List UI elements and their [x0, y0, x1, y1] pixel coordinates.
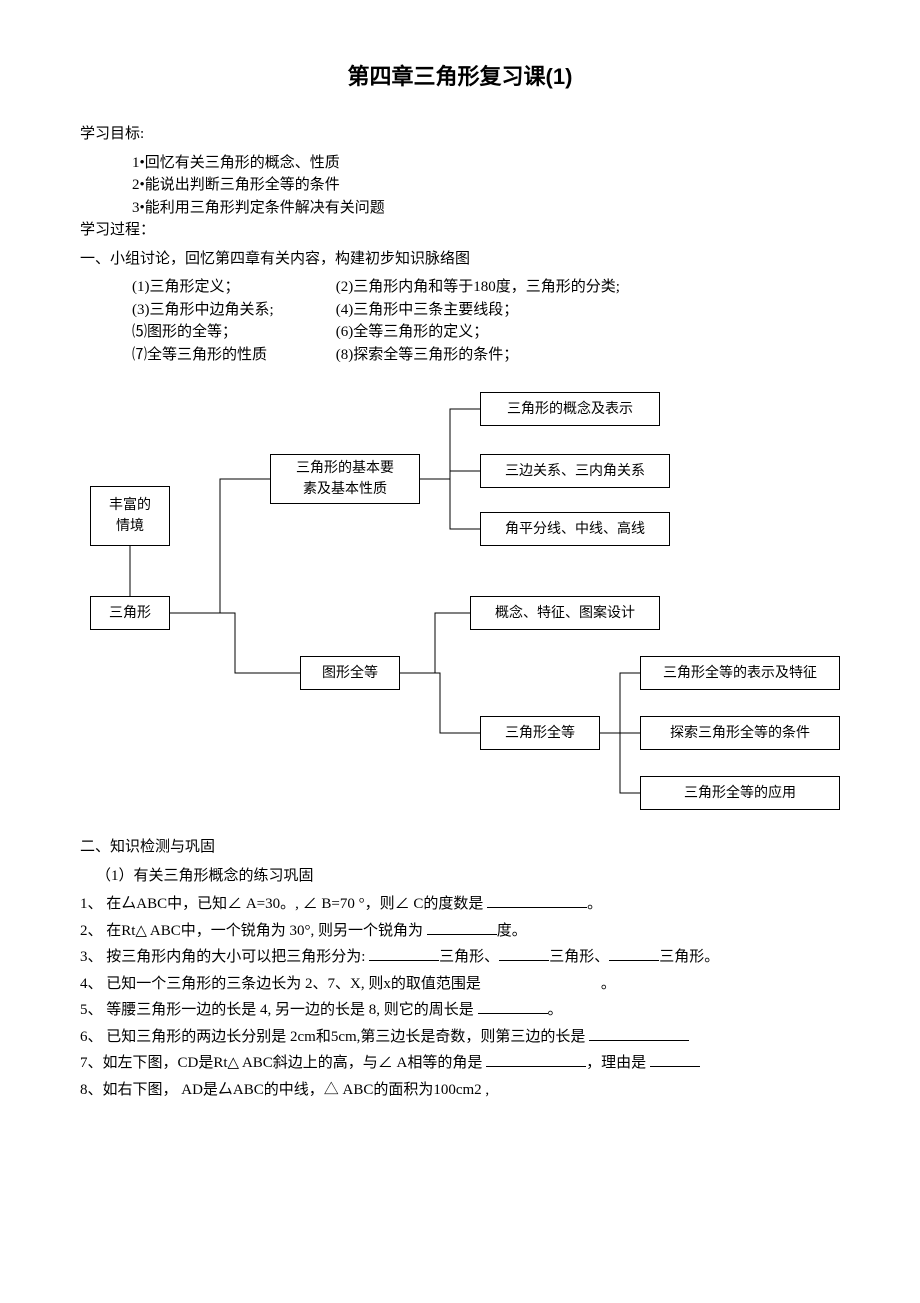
knowledge-diagram: 丰富的 情境三角形 三角形的基本要 素及基本性质图形全等 三角形的概念及表示三边关系… — [80, 386, 840, 826]
q3-blank-1 — [369, 946, 439, 961]
q7-text-a: 7、如左下图，CD是Rt△ ABC斜边上的高，与∠ A相等的角是 — [80, 1055, 486, 1071]
q2-text-a: 2、 在Rt△ ABC中，一个锐角为 30°, 则另一个锐角为 — [80, 923, 427, 939]
diagram-node: 三角形全等的应用 — [640, 776, 840, 810]
process-label: 学习过程： — [80, 219, 840, 242]
q1-blank — [487, 893, 587, 908]
q1-text-a: 1、 在厶ABC中，已知∠ A=30。, ∠ B=70 °，则∠ C的度数是 — [80, 896, 487, 912]
q5-text-a: 5、 等腰三角形一边的长是 4, 另一边的长是 8, 则它的周长是 — [80, 1002, 478, 1018]
q6-text-a: 6、 已知三角形的两边长分别是 2cm和5cm,第三边长是奇数，则第三边的长是 — [80, 1029, 589, 1045]
q7-blank-2 — [650, 1052, 700, 1067]
q3-text-c: 三角形、 — [549, 949, 609, 965]
diagram-node: 丰富的 情境 — [90, 486, 170, 546]
def-row-2: (3)三角形中边角关系; (4)三角形中三条主要线段； — [132, 299, 840, 322]
diagram-node: 三角形的概念及表示 — [480, 392, 660, 426]
q7-blank-1 — [486, 1052, 586, 1067]
page-title: 第四章三角形复习课(1) — [80, 60, 840, 93]
q5-blank — [478, 999, 548, 1014]
def-2b: (4)三角形中三条主要线段； — [336, 302, 519, 318]
section2-sub: （1）有关三角形概念的练习巩固 — [96, 865, 840, 888]
diagram-node: 三角形 — [90, 596, 170, 630]
diagram-node: 三角形全等的表示及特征 — [640, 656, 840, 690]
q4-text-b: 。 — [601, 976, 616, 992]
def-row-1: (1)三角形定义； (2)三角形内角和等于180度，三角形的分类; — [132, 276, 840, 299]
q1-text-b: 。 — [587, 896, 602, 912]
question-5: 5、 等腰三角形一边的长是 4, 另一边的长是 8, 则它的周长是 。 — [80, 999, 840, 1022]
question-6: 6、 已知三角形的两边长分别是 2cm和5cm,第三边长是奇数，则第三边的长是 — [80, 1026, 840, 1049]
q3-text-b: 三角形、 — [439, 949, 499, 965]
question-1: 1、 在厶ABC中，已知∠ A=30。, ∠ B=70 °，则∠ C的度数是 。 — [80, 893, 840, 916]
objective-1: 1•回忆有关三角形的概念、性质 — [132, 152, 840, 175]
def-2a: (3)三角形中边角关系; — [132, 299, 332, 322]
q5-text-b: 。 — [548, 1002, 563, 1018]
objective-2: 2•能说出判断三角形全等的条件 — [132, 174, 840, 197]
question-8: 8、如右下图， AD是厶ABC的中线，△ ABC的面积为100cm2 , — [80, 1079, 840, 1102]
diagram-node: 图形全等 — [300, 656, 400, 690]
def-1b: (2)三角形内角和等于180度，三角形的分类; — [336, 279, 620, 295]
q7-text-b: ，理由是 — [586, 1055, 650, 1071]
process-intro: 一、小组讨论，回忆第四章有关内容，构建初步知识脉络图 — [80, 248, 840, 271]
question-3: 3、 按三角形内角的大小可以把三角形分为: 三角形、 三角形、 三角形。 — [80, 946, 840, 969]
section2-label: 二、知识检测与巩固 — [80, 836, 840, 859]
diagram-node: 角平分线、中线、高线 — [480, 512, 670, 546]
diagram-node: 三边关系、三内角关系 — [480, 454, 670, 488]
def-1a: (1)三角形定义； — [132, 276, 332, 299]
def-row-4: ⑺全等三角形的性质 (8)探索全等三角形的条件； — [132, 344, 840, 367]
q2-text-b: 度。 — [497, 923, 527, 939]
diagram-node: 三角形全等 — [480, 716, 600, 750]
q3-blank-3 — [609, 946, 659, 961]
q4-text-a: 4、 已知一个三角形的三条边长为 2、7、X, 则x的取值范围是 — [80, 976, 481, 992]
def-4b: (8)探索全等三角形的条件； — [336, 347, 519, 363]
q3-blank-2 — [499, 946, 549, 961]
q3-text-a: 3、 按三角形内角的大小可以把三角形分为: — [80, 949, 369, 965]
diagram-node: 探索三角形全等的条件 — [640, 716, 840, 750]
diagram-lines — [80, 386, 840, 826]
objectives-label: 学习目标: — [80, 123, 840, 146]
q8-text: 8、如右下图， AD是厶ABC的中线，△ ABC的面积为100cm2 , — [80, 1082, 489, 1098]
objective-3: 3•能利用三角形判定条件解决有关问题 — [132, 197, 840, 220]
question-7: 7、如左下图，CD是Rt△ ABC斜边上的高，与∠ A相等的角是 ，理由是 — [80, 1052, 840, 1075]
def-row-3: ⑸图形的全等； (6)全等三角形的定义； — [132, 321, 840, 344]
def-3a: ⑸图形的全等； — [132, 321, 332, 344]
diagram-node: 概念、特征、图案设计 — [470, 596, 660, 630]
q3-text-d: 三角形。 — [659, 949, 719, 965]
diagram-node: 三角形的基本要 素及基本性质 — [270, 454, 420, 504]
def-4a: ⑺全等三角形的性质 — [132, 344, 332, 367]
question-4: 4、 已知一个三角形的三条边长为 2、7、X, 则x的取值范围是 。 — [80, 973, 840, 996]
q6-blank — [589, 1026, 689, 1041]
question-2: 2、 在Rt△ ABC中，一个锐角为 30°, 则另一个锐角为 度。 — [80, 920, 840, 943]
q2-blank — [427, 920, 497, 935]
def-3b: (6)全等三角形的定义； — [336, 324, 489, 340]
